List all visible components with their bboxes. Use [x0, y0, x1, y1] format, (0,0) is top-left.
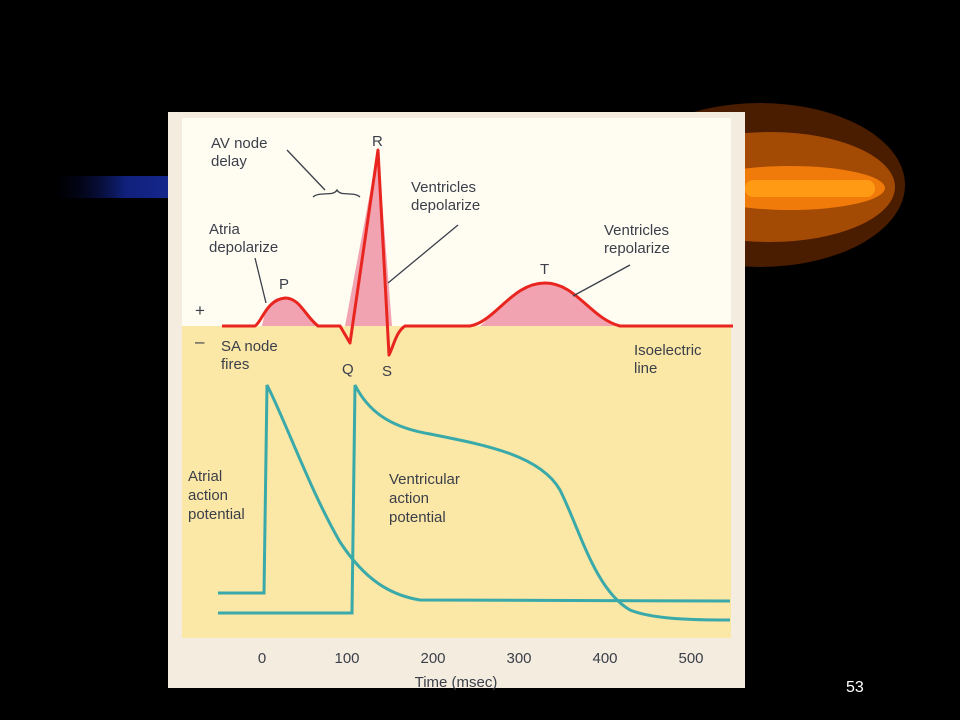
ecg-trace	[222, 148, 733, 357]
x-axis: 0 100 200 300 400 500 Time (msec)	[258, 650, 704, 691]
leader-av-delay	[286, 149, 326, 191]
ecg-figure: AV node delay Atria depolarize Ventricle…	[168, 112, 745, 691]
label-atrial-ap-1: Atrial	[188, 468, 222, 485]
orange-swoosh-core	[745, 180, 875, 197]
label-ventricular-ap-2: action	[389, 490, 429, 507]
x-tick-label: 400	[592, 650, 617, 667]
label-av-node-delay-1: AV node	[211, 135, 267, 152]
label-ventricular-ap-1: Ventricular	[389, 471, 460, 488]
label-isoelectric-line-2: line	[634, 360, 657, 377]
x-tick-label: 200	[420, 650, 445, 667]
slide-number: 53	[846, 679, 864, 696]
av-delay-brace	[312, 188, 361, 198]
label-ventricles-repolarize-1: Ventricles	[604, 222, 669, 239]
label-av-node-delay-2: delay	[211, 153, 247, 170]
label-atrial-ap-3: potential	[188, 506, 245, 523]
p-wave-fill	[262, 297, 316, 326]
label-atrial-ap-2: action	[188, 487, 228, 504]
label-atria-depolarize-2: depolarize	[209, 239, 278, 256]
label-ventricles-depolarize-2: depolarize	[411, 197, 480, 214]
annotation-leaders	[254, 149, 631, 304]
wave-label-r: R	[372, 133, 383, 150]
x-tick-label: 100	[334, 650, 359, 667]
action-potential-panel	[182, 326, 731, 638]
wave-label-q: Q	[342, 361, 354, 378]
wave-label-s: S	[382, 363, 392, 380]
leader-ventricles-repolarize	[572, 264, 631, 297]
leader-atria	[254, 257, 267, 304]
label-minus: –	[195, 332, 205, 351]
x-tick-label: 300	[506, 650, 531, 667]
blue-band	[50, 176, 200, 198]
label-sa-node-fires-2: fires	[221, 356, 249, 373]
label-atria-depolarize-1: Atria	[209, 221, 241, 238]
x-tick-label: 500	[678, 650, 703, 667]
leader-ventricles-depolarize	[387, 224, 459, 284]
label-plus: +	[195, 301, 205, 320]
label-isoelectric-line-1: Isoelectric	[634, 342, 702, 359]
ventricular-action-potential-trace	[218, 384, 731, 622]
label-ventricles-depolarize-1: Ventricles	[411, 179, 476, 196]
wave-label-p: P	[279, 276, 289, 293]
x-axis-label: Time (msec)	[415, 674, 498, 691]
label-ventricular-ap-3: potential	[389, 509, 446, 526]
wave-label-t: T	[540, 261, 549, 278]
ecg-panel	[182, 118, 731, 326]
label-ventricles-repolarize-2: repolarize	[604, 240, 670, 257]
x-tick-label: 0	[258, 650, 266, 667]
atrial-action-potential-trace	[218, 384, 731, 603]
label-sa-node-fires-1: SA node	[221, 338, 278, 355]
